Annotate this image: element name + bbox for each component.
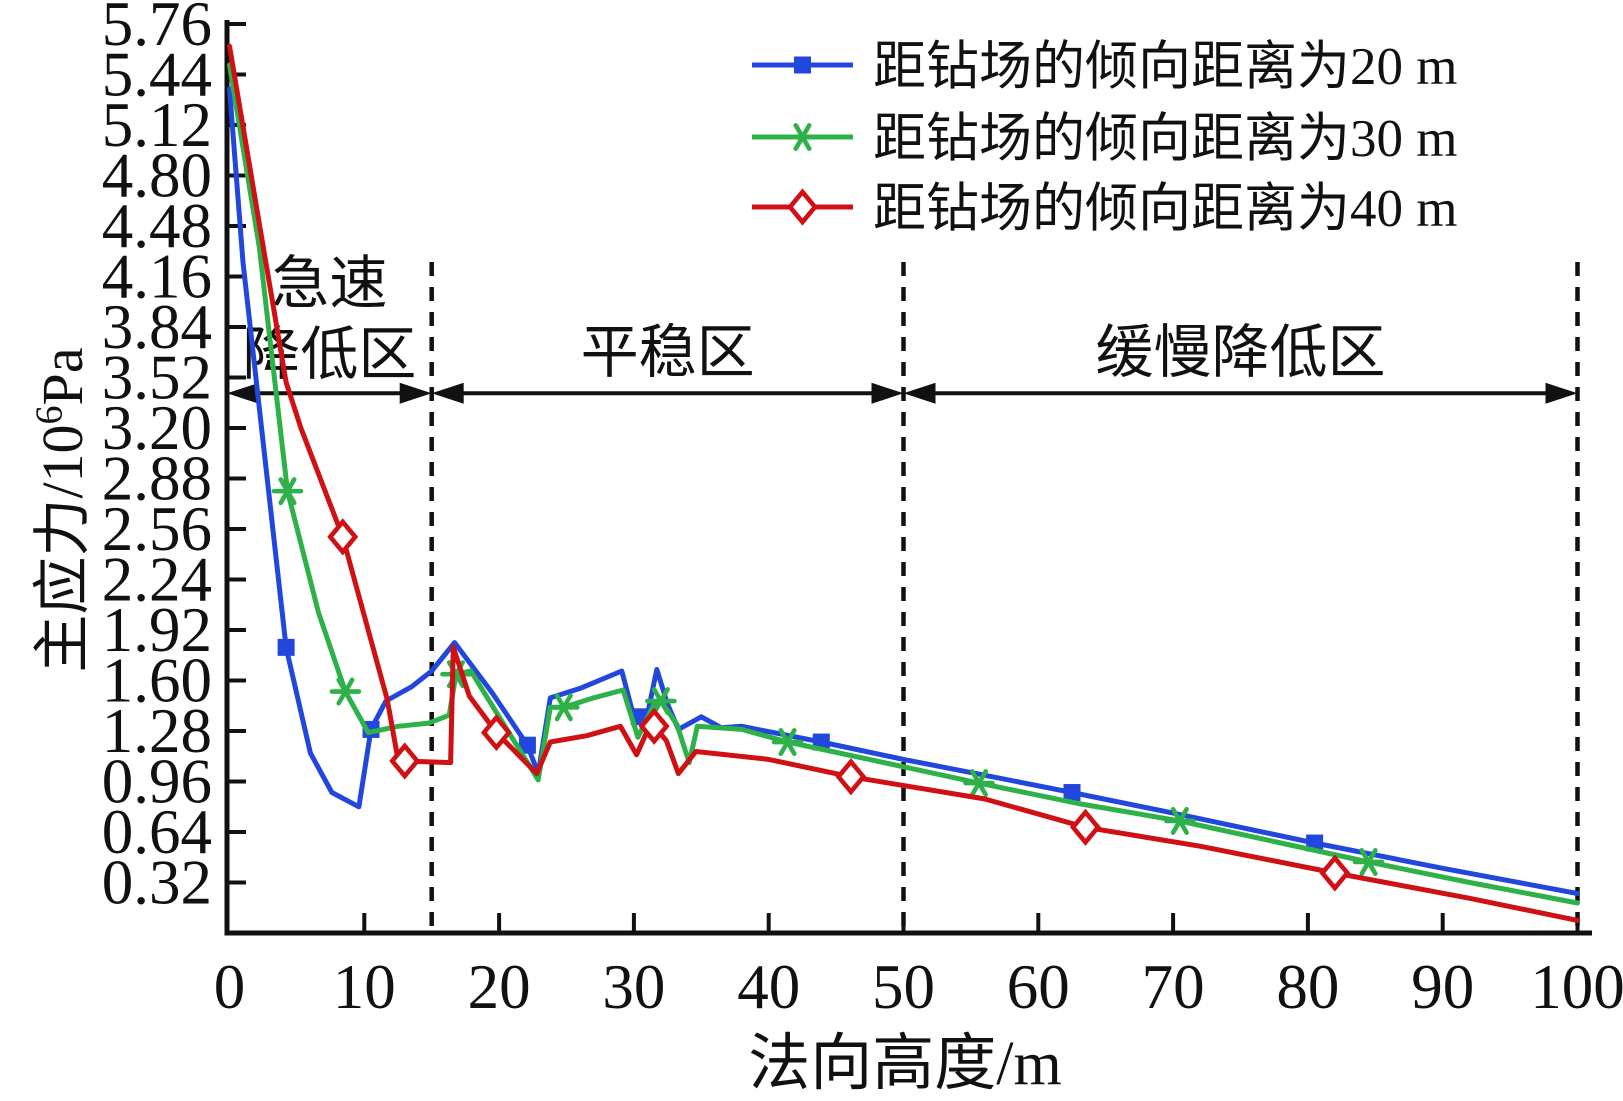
y-tick-label: 2.24 — [102, 545, 212, 615]
asterisk-marker-icon — [645, 687, 677, 716]
asterisk-marker-icon — [271, 477, 304, 506]
y-tick-label: 5.44 — [102, 40, 212, 110]
y-tick-label: 3.20 — [102, 393, 212, 463]
series-2 — [227, 43, 1580, 923]
y-axis-title-exponent: 6 — [28, 405, 71, 425]
series-line-0 — [227, 86, 1580, 896]
legend-label: 距钻场的倾向距离为30 m — [873, 110, 1457, 168]
zone-arrow-1 — [431, 382, 904, 404]
x-tick-label: 10 — [333, 952, 396, 1022]
zone-extent-arrows — [227, 382, 1578, 404]
x-tick-label: 50 — [872, 952, 935, 1022]
square-marker-icon — [1063, 784, 1081, 802]
asterisk-marker-icon — [1352, 847, 1385, 876]
diamond-marker-icon — [835, 758, 867, 796]
legend-item-0: 距钻场的倾向距离为20 m — [752, 38, 1457, 96]
y-tick-label: 1.60 — [102, 646, 212, 716]
asterisk-marker-icon — [771, 728, 804, 757]
y-tick-label: 2.88 — [102, 444, 212, 514]
zone-arrow-right-head-icon — [399, 382, 432, 404]
zone-label-line: 平稳区 — [581, 320, 755, 385]
asterisk-marker-icon — [786, 123, 819, 151]
legend-label: 距钻场的倾向距离为40 m — [873, 180, 1457, 238]
y-axis-ticks: 0.320.640.961.281.601.922.242.562.883.20… — [102, 0, 246, 918]
x-tick-label: 80 — [1276, 952, 1339, 1022]
y-tick-label: 1.28 — [102, 696, 212, 766]
series-markers-1 — [271, 477, 1385, 876]
x-tick-label: 0 — [214, 952, 246, 1022]
x-tick-label: 70 — [1142, 952, 1205, 1022]
diamond-marker-icon — [480, 713, 512, 752]
y-tick-label: 3.84 — [102, 292, 212, 362]
y-axis-title-unit: Pa — [30, 347, 95, 406]
y-tick-label: 1.92 — [102, 595, 212, 665]
zone-label-line: 缓慢降低区 — [1095, 320, 1385, 385]
diamond-marker-icon — [1319, 854, 1351, 892]
x-axis-title: 法向高度/m — [748, 1030, 1062, 1098]
series-line-2 — [227, 43, 1580, 923]
diamond-marker-icon — [389, 742, 421, 780]
x-tick-label: 40 — [737, 952, 800, 1022]
zone-arrow-right-head-icon — [1545, 382, 1578, 404]
y-tick-label: 0.32 — [102, 848, 212, 918]
x-tick-label: 60 — [1007, 952, 1070, 1022]
x-tick-label: 100 — [1530, 952, 1623, 1022]
x-axis-ticks: 0 10 20 30 40 50 60 70 80 90 100 — [214, 913, 1623, 1022]
x-tick-label: 90 — [1411, 952, 1474, 1022]
x-tick-label: 20 — [468, 952, 531, 1022]
asterisk-marker-icon — [1164, 806, 1196, 835]
zone-arrow-left-head-icon — [431, 382, 464, 404]
legend-item-2: 距钻场的倾向距离为40 m — [752, 180, 1457, 238]
diamond-marker-icon — [327, 518, 359, 556]
diamond-marker-icon — [1069, 808, 1101, 846]
y-tick-label: 3.52 — [102, 343, 212, 413]
y-tick-label: 0.96 — [102, 747, 212, 817]
zone-label-line: 急速 — [271, 251, 387, 316]
y-tick-label: 0.64 — [102, 797, 212, 867]
zone-arrow-right-head-icon — [871, 382, 904, 404]
series-markers-2 — [327, 518, 1351, 892]
square-marker-icon — [794, 56, 811, 74]
zone-arrow-2 — [903, 382, 1578, 404]
zone-label-2: 缓慢降低区 — [1095, 320, 1385, 385]
y-tick-label: 4.48 — [102, 191, 212, 261]
asterisk-marker-icon — [329, 677, 362, 706]
y-tick-label: 4.80 — [102, 141, 212, 211]
y-tick-label: 4.16 — [102, 242, 212, 312]
asterisk-marker-icon — [548, 693, 580, 722]
y-axis-title: 主应力/106Pa — [15, 347, 99, 672]
y-tick-label: 5.12 — [102, 90, 212, 160]
y-tick-label: 5.76 — [102, 0, 212, 59]
y-tick-label: 2.56 — [102, 494, 212, 564]
diamond-marker-icon — [787, 188, 818, 226]
series-1 — [227, 62, 1580, 906]
series-line-1 — [227, 62, 1580, 906]
zone-labels: 急速降低区平稳区 缓慢降低区 — [242, 251, 1385, 387]
zone-arrow-left-head-icon — [227, 382, 259, 404]
zone-label-1: 平稳区 — [581, 320, 755, 385]
square-marker-icon — [277, 638, 295, 656]
legend: 距钻场的倾向距离为20 m 距钻场的倾向距离为30 m 距钻场的倾向距离为40 m — [752, 38, 1457, 238]
x-tick-label: 30 — [602, 952, 665, 1022]
zone-arrow-left-head-icon — [903, 382, 936, 404]
legend-label: 距钻场的倾向距离为20 m — [873, 38, 1457, 96]
asterisk-marker-icon — [963, 769, 995, 798]
legend-item-1: 距钻场的倾向距离为30 m — [752, 110, 1457, 168]
zone-divider-lines — [429, 262, 1580, 931]
square-marker-icon — [518, 736, 536, 754]
y-axis-title-base: 主应力/10 — [30, 424, 95, 673]
diamond-marker-icon — [638, 707, 670, 745]
